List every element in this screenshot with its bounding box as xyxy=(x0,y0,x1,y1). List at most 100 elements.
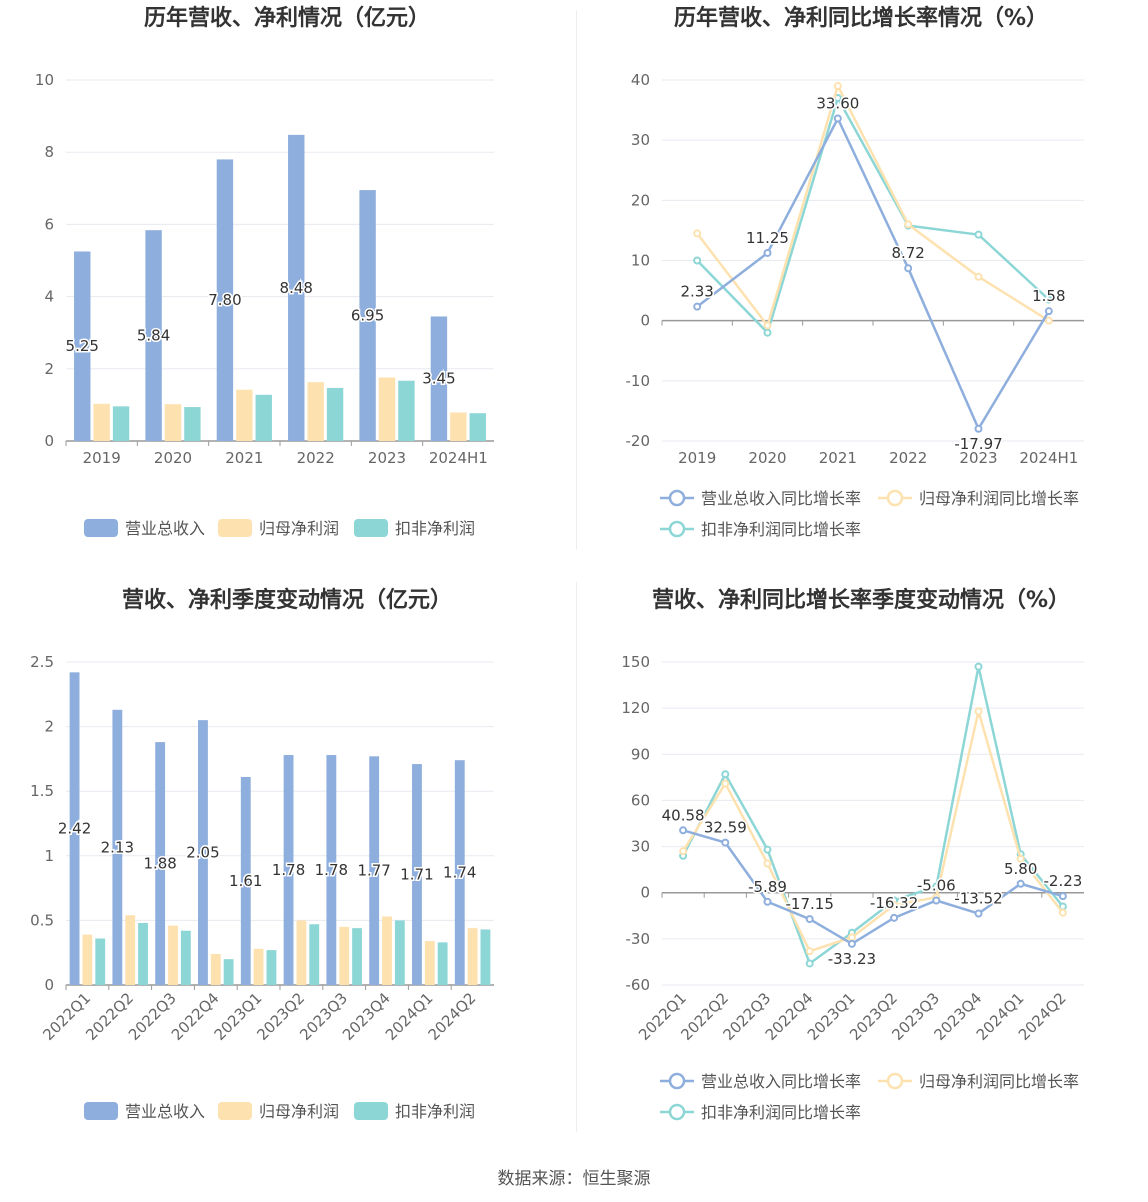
bar-net-profit xyxy=(424,941,435,985)
bar-revenue xyxy=(430,316,448,441)
series-point-0 xyxy=(1044,307,1053,316)
series-point-0 xyxy=(974,909,983,918)
bar-deducted-profit xyxy=(469,413,486,441)
x-tick-label: 2019 xyxy=(83,449,121,467)
legend-swatch xyxy=(354,1102,388,1120)
bar-net-profit xyxy=(450,412,467,441)
bar-deducted-profit xyxy=(326,387,344,441)
x-tick-label: 2022 xyxy=(889,449,927,467)
bar-deducted-profit xyxy=(437,942,448,985)
quarterly-amount-panel: 营收、净利季度变动情况（亿元） 0 0.5 1 1.5 2 2.5 2022Q1 2022Q2 2… xyxy=(0,582,574,1162)
y-tick-label: -60 xyxy=(626,976,651,994)
series-point-1 xyxy=(763,859,772,868)
series-point-1 xyxy=(721,779,730,788)
y-tick-label: 150 xyxy=(621,653,650,671)
y-tick-label: -20 xyxy=(626,432,651,450)
y-tick-label: -30 xyxy=(626,930,651,948)
x-tick-label: 2023 xyxy=(959,449,997,467)
legend-label: 扣非净利润同比增长率 xyxy=(701,520,861,539)
data-label: 33.60 xyxy=(816,95,859,113)
series-point-1 xyxy=(679,847,688,856)
bar-deducted-profit xyxy=(309,924,320,985)
bar-net-profit xyxy=(253,948,264,985)
legend-label: 营业总收入 xyxy=(125,1102,205,1121)
series-line-0 xyxy=(682,829,1064,946)
legend-label: 营业总收入同比增长率 xyxy=(701,1072,861,1091)
series-point-0 xyxy=(763,897,772,906)
y-tick-label: 2 xyxy=(44,718,54,736)
y-tick-label: 0 xyxy=(640,884,650,902)
series-point-0 xyxy=(721,838,730,847)
data-label: -17.15 xyxy=(786,895,834,913)
annual-growth-chart: 历年营收、净利同比增长率情况（%） -20 -10 0 10 20 30 40 2019 2020… xyxy=(626,5,1084,539)
series-point-1 xyxy=(847,933,856,942)
bar-revenue xyxy=(359,190,376,441)
x-tick-label: 2024Q2 xyxy=(1015,989,1070,1044)
legend-label: 归母净利润同比增长率 xyxy=(919,489,1079,508)
series-point-0 xyxy=(805,915,814,924)
legend-marker xyxy=(668,1072,686,1090)
x-tick-label: 2020 xyxy=(748,449,786,467)
data-label: -5.89 xyxy=(748,878,787,896)
legend-swatch xyxy=(84,1102,118,1120)
bar-net-profit xyxy=(382,916,392,985)
series-point-0 xyxy=(679,826,688,835)
quarterly-growth-panel: 营收、净利同比增长率季度变动情况（%） -60 -30 0 30 60 90 120 150 20… xyxy=(574,582,1148,1162)
bar-net-profit xyxy=(236,389,253,441)
series-point-0 xyxy=(932,896,941,905)
bar-net-profit xyxy=(296,920,307,985)
legend-marker xyxy=(668,1103,686,1121)
bar-revenue xyxy=(326,755,337,985)
data-label: 1.58 xyxy=(1032,287,1065,305)
data-label: 2.13 xyxy=(101,838,134,856)
bar-net-profit xyxy=(210,953,221,985)
data-label: -5.06 xyxy=(917,876,956,894)
series-point-1 xyxy=(833,82,842,91)
bar-net-profit xyxy=(339,926,350,985)
x-tick-label: 2020 xyxy=(154,449,192,467)
x-tick-label: 2019 xyxy=(678,449,716,467)
data-label: 1.71 xyxy=(400,866,433,884)
series-point-2 xyxy=(974,662,983,671)
legend-label: 扣非净利润 xyxy=(395,1102,475,1121)
series-point-2 xyxy=(721,770,730,779)
y-tick-label: 40 xyxy=(631,71,650,89)
x-tick-label: 2021 xyxy=(225,449,263,467)
quarterly-amount-chart: 营收、净利季度变动情况（亿元）00.511.522.52022Q12022Q22… xyxy=(30,587,494,1121)
annual-amount-chart: 历年营收、净利情况（亿元） 0 2 4 6 8 10 2019 2020 2021 2022 2023… xyxy=(35,5,494,538)
data-label: 40.58 xyxy=(662,806,705,824)
series-point-1 xyxy=(1016,854,1025,863)
y-tick-label: 90 xyxy=(631,745,650,763)
y-tick-label: 0 xyxy=(44,976,54,994)
bar-net-profit xyxy=(93,403,110,441)
y-tick-label: 2 xyxy=(44,360,54,378)
legend-marker xyxy=(886,489,904,507)
series-point-1 xyxy=(693,229,702,238)
chart-title: 历年营收、净利情况（亿元） xyxy=(144,5,430,31)
data-label: 7.80 xyxy=(208,291,241,309)
panel-divider xyxy=(576,582,577,1132)
y-tick-label: 60 xyxy=(631,791,650,809)
y-tick-label: 30 xyxy=(631,131,650,149)
legend-label: 归母净利润 xyxy=(259,1102,339,1121)
data-label: 3.45 xyxy=(422,370,455,388)
series-point-0 xyxy=(693,302,702,311)
data-label: 8.48 xyxy=(280,279,313,297)
bar-revenue xyxy=(145,230,162,441)
bar-revenue xyxy=(74,251,91,441)
bar-net-profit xyxy=(125,915,136,985)
bar-revenue xyxy=(155,742,166,985)
series-line-2 xyxy=(696,94,1050,336)
series-point-2 xyxy=(763,328,772,337)
bar-net-profit xyxy=(378,377,396,441)
bar-deducted-profit xyxy=(394,920,405,985)
series-point-0 xyxy=(833,114,842,123)
bar-revenue xyxy=(198,720,208,985)
x-tick-label: 2024H1 xyxy=(1019,449,1078,467)
data-label: 11.25 xyxy=(746,229,789,247)
data-label: 8.72 xyxy=(891,244,924,262)
bar-deducted-profit xyxy=(138,922,148,985)
legend-swatch xyxy=(84,519,118,537)
bar-revenue xyxy=(369,756,380,985)
legend-label: 营业总收入同比增长率 xyxy=(701,489,861,508)
